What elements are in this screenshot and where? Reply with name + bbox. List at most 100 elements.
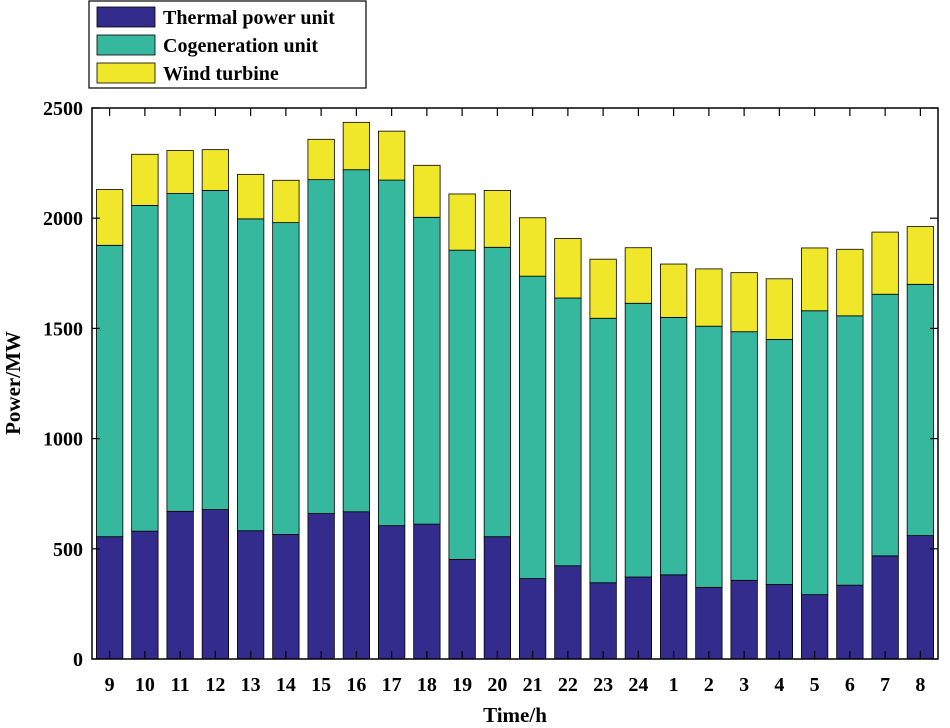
bar-cogeneration-unit-8 xyxy=(906,283,934,536)
x-tick-label-18: 18 xyxy=(417,674,437,696)
bar-cogeneration-unit-2 xyxy=(695,325,723,588)
bar-wind-turbine-24 xyxy=(624,247,652,304)
bar-wind-turbine-20 xyxy=(483,190,512,248)
bar-cogeneration-unit-14 xyxy=(272,222,300,535)
x-tick-label-15: 15 xyxy=(311,674,331,696)
y-axis: 0 500 1000 1500 2000 2500 xyxy=(43,98,938,671)
bar-thermal-power-unit-10 xyxy=(131,530,159,660)
bar-thermal-power-unit-6 xyxy=(836,584,864,660)
x-tick-label-17: 17 xyxy=(382,674,402,696)
x-tick-label-21: 21 xyxy=(523,674,543,696)
bar-cogeneration-unit-12 xyxy=(201,190,230,510)
bar-thermal-power-unit-17 xyxy=(378,525,406,660)
legend-label-wind-turbine: Wind turbine xyxy=(163,63,279,85)
bar-thermal-power-unit-3 xyxy=(730,579,758,660)
bar-cogeneration-unit-3 xyxy=(730,331,758,581)
bar-wind-turbine-11 xyxy=(166,150,194,194)
bar-cogeneration-unit-18 xyxy=(413,216,441,525)
bar-thermal-power-unit-13 xyxy=(237,530,265,660)
x-tick-label-16: 16 xyxy=(346,674,366,696)
y-tick-label-2000: 2000 xyxy=(43,208,83,230)
x-tick-label-19: 19 xyxy=(452,674,472,696)
x-tick-label-7: 7 xyxy=(880,674,890,696)
bar-cogeneration-unit-20 xyxy=(483,246,512,538)
bar-cogeneration-unit-6 xyxy=(836,315,864,586)
bar-thermal-power-unit-5 xyxy=(801,594,829,660)
bar-wind-turbine-6 xyxy=(836,248,864,317)
x-tick-label-14: 14 xyxy=(276,674,296,696)
bar-thermal-power-unit-4 xyxy=(765,584,793,660)
y-tick-label-500: 500 xyxy=(53,539,83,561)
bar-thermal-power-unit-15 xyxy=(307,513,335,660)
legend-swatch-thermal-power-unit xyxy=(96,6,156,28)
bar-cogeneration-unit-19 xyxy=(448,249,476,560)
x-tick-label-2: 2 xyxy=(704,674,714,696)
x-tick-label-23: 23 xyxy=(593,674,613,696)
bar-thermal-power-unit-22 xyxy=(554,565,582,660)
legend-swatch-wind-turbine xyxy=(96,62,156,84)
bar-wind-turbine-4 xyxy=(765,278,793,340)
bar-thermal-power-unit-21 xyxy=(519,578,547,660)
x-tick-label-22: 22 xyxy=(558,674,578,696)
x-tick-label-20: 20 xyxy=(487,674,507,696)
bar-cogeneration-unit-5 xyxy=(801,310,829,596)
bar-wind-turbine-2 xyxy=(695,268,723,327)
bar-thermal-power-unit-1 xyxy=(660,574,688,660)
y-tick-label-1000: 1000 xyxy=(43,429,83,451)
bar-cogeneration-unit-17 xyxy=(378,179,406,527)
bar-cogeneration-unit-15 xyxy=(307,179,335,514)
bar-thermal-power-unit-16 xyxy=(342,511,371,660)
bar-wind-turbine-1 xyxy=(660,263,688,318)
x-tick-label-9: 9 xyxy=(105,674,115,696)
x-tick-label-13: 13 xyxy=(241,674,261,696)
bars-layer xyxy=(96,121,934,660)
x-axis: 9 10 11 12 13 14 15 16 17 18 19 20 21 22 23 24 1 2 3 4 5 6 7 8 xyxy=(105,108,925,696)
bar-cogeneration-unit-22 xyxy=(554,297,582,567)
bar-cogeneration-unit-1 xyxy=(660,316,688,576)
bar-thermal-power-unit-2 xyxy=(695,586,723,660)
bar-cogeneration-unit-7 xyxy=(871,293,899,557)
bar-cogeneration-unit-4 xyxy=(765,339,793,585)
plot-area-frame xyxy=(91,107,939,660)
x-tick-label-12: 12 xyxy=(205,674,225,696)
bar-cogeneration-unit-23 xyxy=(589,317,617,584)
bar-wind-turbine-9 xyxy=(96,189,124,246)
bar-wind-turbine-15 xyxy=(307,138,335,181)
bar-cogeneration-unit-9 xyxy=(96,244,124,538)
bar-wind-turbine-23 xyxy=(589,258,617,319)
bar-wind-turbine-17 xyxy=(378,130,406,181)
x-tick-label-11: 11 xyxy=(171,674,190,696)
bar-wind-turbine-5 xyxy=(801,247,829,312)
bar-thermal-power-unit-18 xyxy=(413,523,441,660)
x-axis-label: Time/h xyxy=(483,703,547,727)
bar-thermal-power-unit-12 xyxy=(201,509,230,660)
bar-thermal-power-unit-8 xyxy=(906,535,934,660)
bar-wind-turbine-13 xyxy=(237,173,265,220)
bar-wind-turbine-12 xyxy=(201,149,230,191)
x-tick-label-6: 6 xyxy=(845,674,855,696)
bar-thermal-power-unit-9 xyxy=(96,536,124,660)
bar-wind-turbine-18 xyxy=(413,164,441,218)
bar-cogeneration-unit-10 xyxy=(131,205,159,532)
bar-cogeneration-unit-16 xyxy=(342,169,371,513)
x-tick-label-4: 4 xyxy=(774,674,784,696)
x-tick-label-24: 24 xyxy=(628,674,648,696)
bar-thermal-power-unit-19 xyxy=(448,558,476,660)
x-tick-label-10: 10 xyxy=(135,674,155,696)
x-tick-label-5: 5 xyxy=(810,674,820,696)
bar-wind-turbine-21 xyxy=(519,217,547,277)
x-tick-label-1: 1 xyxy=(669,674,679,696)
bar-wind-turbine-19 xyxy=(448,193,476,251)
bar-cogeneration-unit-24 xyxy=(624,302,652,578)
y-axis-label: Power/MW xyxy=(1,331,25,435)
legend-label-thermal-power-unit: Thermal power unit xyxy=(163,7,335,29)
bar-wind-turbine-14 xyxy=(272,179,300,224)
bar-wind-turbine-7 xyxy=(871,231,899,295)
bar-thermal-power-unit-14 xyxy=(272,534,300,660)
bar-wind-turbine-10 xyxy=(131,153,159,206)
y-tick-label-0: 0 xyxy=(73,649,83,671)
x-tick-label-8: 8 xyxy=(915,674,925,696)
bar-wind-turbine-16 xyxy=(342,121,371,171)
y-tick-label-1500: 1500 xyxy=(43,318,83,340)
bar-cogeneration-unit-21 xyxy=(519,275,547,579)
